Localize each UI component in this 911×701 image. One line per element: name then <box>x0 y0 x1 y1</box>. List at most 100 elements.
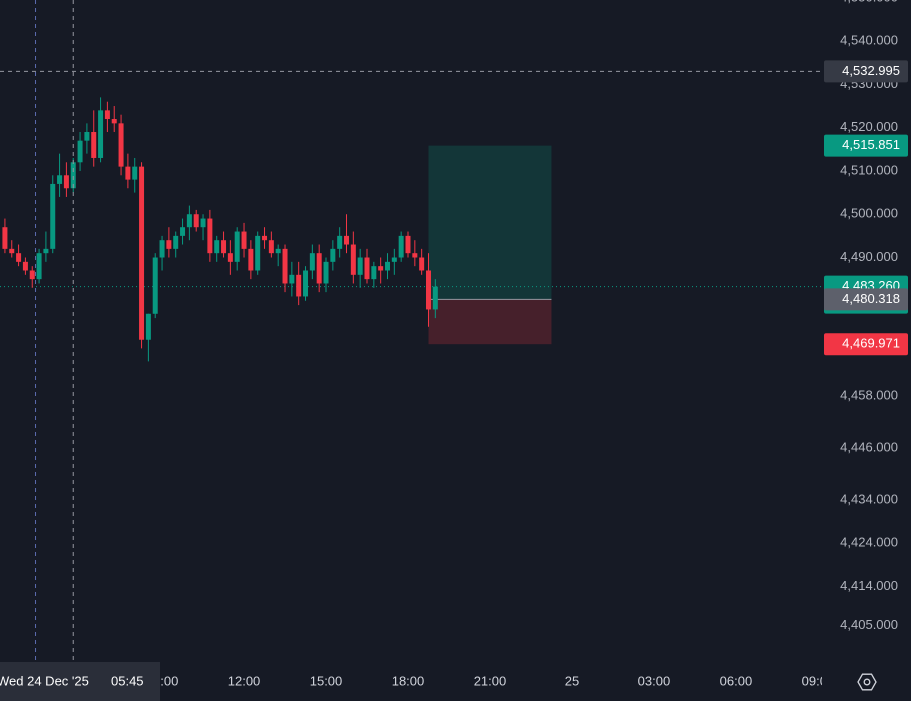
candle-body <box>63 175 69 189</box>
axis-corner <box>822 660 911 701</box>
candle-body <box>173 235 179 249</box>
candle-body <box>412 253 418 258</box>
candle-body <box>337 235 343 249</box>
x-tick-label: 15:00 <box>310 673 343 688</box>
y-tick-label: 4,405.000 <box>840 617 898 632</box>
crosshair-price-tag <box>824 60 908 83</box>
candle-body <box>419 257 425 271</box>
y-tick-label: 4,540.000 <box>840 33 898 48</box>
candle-body <box>268 240 274 254</box>
candle-body <box>132 166 138 180</box>
candle-body <box>248 248 254 271</box>
candle-body <box>432 286 438 310</box>
entry-price-tag <box>824 288 908 311</box>
candle-body <box>111 119 117 124</box>
candle-body <box>125 166 131 180</box>
candle-body <box>186 214 192 228</box>
x-tick-label: 06:00 <box>720 673 753 688</box>
candle-body <box>180 227 186 236</box>
stop-price-tag <box>824 333 908 356</box>
y-tick-label: 4,434.000 <box>840 491 898 506</box>
candle-body <box>330 248 336 262</box>
candle-body <box>303 270 309 297</box>
candle-body <box>22 261 28 271</box>
candle-body <box>16 253 22 262</box>
candle-body <box>255 235 261 271</box>
y-tick-label: 4,446.000 <box>840 439 898 454</box>
candle-body <box>323 261 329 284</box>
crosshair-date: Wed 24 Dec '25 <box>0 673 89 688</box>
candle-body <box>398 235 404 258</box>
candle-body <box>344 235 350 245</box>
candle-body <box>364 257 370 280</box>
crosshair-price-tag-label: 4,532.995 <box>842 63 900 78</box>
candle-body <box>43 248 49 254</box>
candle-body <box>91 132 97 158</box>
candle-body <box>296 274 302 297</box>
y-tick-label: 4,458.000 <box>840 387 898 402</box>
candle-body <box>316 253 322 284</box>
target-zone <box>428 145 552 300</box>
y-tick-label: 4,424.000 <box>840 535 898 550</box>
candle-body <box>98 110 104 158</box>
stop-zone <box>428 299 552 345</box>
candle-body <box>309 253 315 271</box>
candle-body <box>234 231 240 262</box>
candle-body <box>371 266 377 280</box>
plot-area <box>0 0 822 660</box>
x-tick-label: 18:00 <box>392 673 425 688</box>
candle-body <box>118 123 124 167</box>
candle-body <box>207 218 213 254</box>
candle-body <box>152 257 158 314</box>
candle-body <box>166 240 172 249</box>
x-tick-label: 21:00 <box>474 673 507 688</box>
x-tick-label: 25 <box>565 673 579 688</box>
y-tick-label: 4,520.000 <box>840 119 898 134</box>
crosshair-time: 05:45 <box>111 673 144 688</box>
stop-price-tag-label: 4,469.971 <box>842 336 900 351</box>
candle-body <box>227 253 233 262</box>
target-price-tag <box>824 134 908 157</box>
candle-body <box>350 244 356 275</box>
candle-body <box>57 175 63 184</box>
candle-body <box>275 248 281 254</box>
candle-body <box>145 313 151 340</box>
y-tick-label: 4,510.000 <box>840 162 898 177</box>
entry-price-tag-label: 4,480.318 <box>842 291 900 306</box>
candle-body <box>77 140 83 163</box>
candle-body <box>221 240 227 254</box>
candle-body <box>425 270 431 310</box>
candle-body <box>84 132 90 141</box>
x-tick-label: 12:00 <box>228 673 261 688</box>
candle-body <box>378 266 384 271</box>
crosshair-time-tag <box>0 662 160 701</box>
candle-body <box>2 227 8 249</box>
candle-body <box>36 253 42 280</box>
y-tick-label: 4,490.000 <box>840 249 898 264</box>
candle-body <box>214 240 220 254</box>
y-tick-label: 4,414.000 <box>840 578 898 593</box>
candle-body <box>104 110 110 120</box>
candle-body <box>200 218 206 228</box>
y-tick-label: 4,550.000 <box>840 0 898 4</box>
candle-body <box>159 240 165 258</box>
candle-body <box>391 257 397 262</box>
y-tick-label: 4,500.000 <box>840 206 898 221</box>
candle-body <box>384 261 390 271</box>
candle-body <box>282 248 288 284</box>
candle-body <box>29 270 35 280</box>
candle-body <box>262 235 268 241</box>
candle-body <box>289 274 295 284</box>
candle-body <box>70 162 76 189</box>
candle-body <box>139 166 145 340</box>
target-price-tag-label: 4,515.851 <box>842 137 900 152</box>
candle-body <box>357 257 363 275</box>
settings-icon[interactable] <box>857 673 877 691</box>
candle-body <box>50 183 56 249</box>
x-tick-label: 03:00 <box>638 673 671 688</box>
candle-body <box>405 235 411 254</box>
